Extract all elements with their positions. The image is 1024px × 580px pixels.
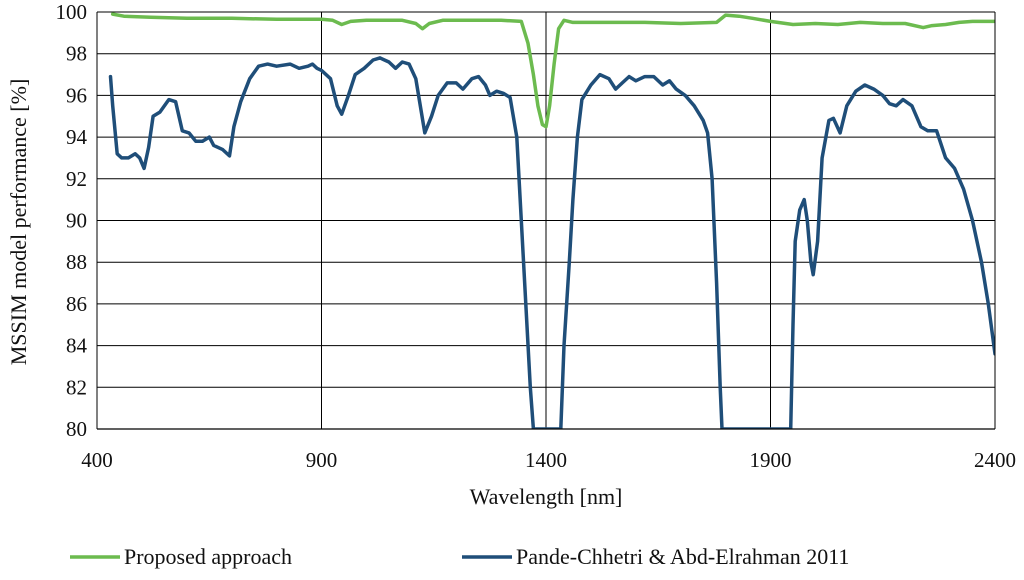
legend: Proposed approach Pande-Chhetri & Abd-El… bbox=[70, 544, 849, 569]
x-axis-title: Wavelength [nm] bbox=[470, 484, 623, 509]
y-tick-label: 80 bbox=[66, 417, 87, 441]
series-layer bbox=[108, 12, 995, 429]
x-tick-label: 400 bbox=[81, 448, 113, 472]
series-line-pande-chhetri bbox=[108, 56, 995, 429]
x-tick-label: 1400 bbox=[525, 448, 567, 472]
tick-labels: 80 82 84 86 88 90 92 94 96 98 100 400 900 1400 1900 240… bbox=[56, 0, 1017, 472]
x-tick-label: 900 bbox=[306, 448, 338, 472]
y-tick-label: 100 bbox=[56, 0, 88, 24]
y-tick-label: 82 bbox=[66, 375, 87, 399]
y-tick-label: 94 bbox=[66, 125, 88, 149]
y-tick-label: 98 bbox=[66, 42, 87, 66]
y-tick-label: 84 bbox=[66, 334, 88, 358]
legend-label-pande-chhetri: Pande-Chhetri & Abd-Elrahman 2011 bbox=[516, 544, 849, 569]
y-tick-label: 86 bbox=[66, 292, 87, 316]
series-line-proposed bbox=[110, 12, 995, 129]
x-tick-label: 2400 bbox=[974, 448, 1016, 472]
legend-label-proposed: Proposed approach bbox=[124, 544, 292, 569]
x-tick-label: 1900 bbox=[750, 448, 792, 472]
grid-layer bbox=[97, 11, 995, 430]
y-tick-label: 90 bbox=[66, 209, 87, 233]
frame-layer bbox=[96, 12, 996, 430]
y-tick-label: 88 bbox=[66, 250, 87, 274]
y-tick-label: 96 bbox=[66, 83, 87, 107]
y-axis-title: MSSIM model performance [%] bbox=[6, 79, 31, 366]
y-tick-label: 92 bbox=[66, 167, 87, 191]
